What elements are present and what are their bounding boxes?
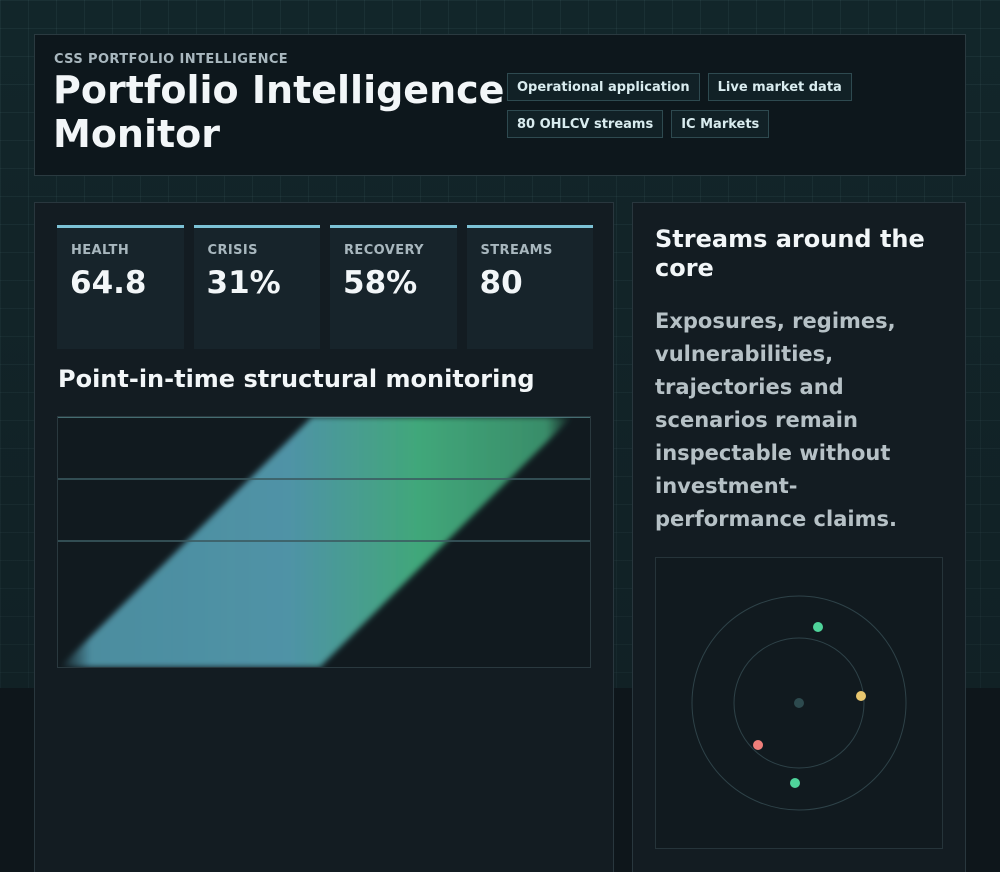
metric-value: 31% bbox=[206, 265, 281, 301]
metric-cards: HEALTH 64.8 CRISIS 31% RECOVERY 58% STRE… bbox=[57, 225, 593, 349]
orbit-outer-ring bbox=[691, 595, 907, 811]
node-red-left bbox=[753, 740, 763, 750]
monitor-panel: HEALTH 64.8 CRISIS 31% RECOVERY 58% STRE… bbox=[34, 202, 614, 872]
metric-label: HEALTH bbox=[71, 243, 130, 258]
structural-band-svg bbox=[58, 417, 590, 667]
node-green-bottom bbox=[790, 778, 800, 788]
app-eyebrow: CSS PORTFOLIO INTELLIGENCE bbox=[54, 52, 289, 67]
chip-operational-application: Operational application bbox=[507, 73, 700, 101]
metric-crisis: CRISIS 31% bbox=[193, 225, 320, 349]
app-header: CSS PORTFOLIO INTELLIGENCE Portfolio Int… bbox=[34, 34, 966, 176]
orbit-inner-ring bbox=[733, 637, 865, 769]
chip-ohlcv-streams: 80 OHLCV streams bbox=[507, 110, 664, 138]
metric-label: RECOVERY bbox=[344, 243, 424, 258]
metric-value: 80 bbox=[479, 265, 523, 301]
header-chips: Operational application Live market data… bbox=[507, 73, 887, 138]
chip-ic-markets: IC Markets bbox=[671, 110, 770, 138]
metric-value: 64.8 bbox=[70, 265, 147, 301]
metric-label: STREAMS bbox=[480, 243, 553, 258]
orbit-svg bbox=[691, 595, 907, 811]
orbit-core bbox=[794, 698, 804, 708]
monitor-title: Point-in-time structural monitoring bbox=[58, 365, 535, 393]
node-green-top bbox=[813, 622, 823, 632]
metric-value: 58% bbox=[343, 265, 418, 301]
page-title: Portfolio Intelligence Monitor bbox=[53, 68, 505, 156]
streams-description: Exposures, regimes, vulnerabilities, tra… bbox=[655, 309, 897, 531]
metric-recovery: RECOVERY 58% bbox=[330, 225, 457, 349]
orbit-visual bbox=[655, 557, 943, 849]
metric-label: CRISIS bbox=[207, 243, 258, 258]
chip-live-market-data: Live market data bbox=[707, 73, 852, 101]
node-amber-right bbox=[856, 691, 866, 701]
structural-band-visual bbox=[57, 416, 591, 668]
metric-streams: STREAMS 80 bbox=[466, 225, 593, 349]
streams-title: Streams around the core bbox=[655, 225, 925, 282]
metric-health: HEALTH 64.8 bbox=[57, 225, 184, 349]
streams-panel: Streams around the core Exposures, regim… bbox=[632, 202, 966, 872]
